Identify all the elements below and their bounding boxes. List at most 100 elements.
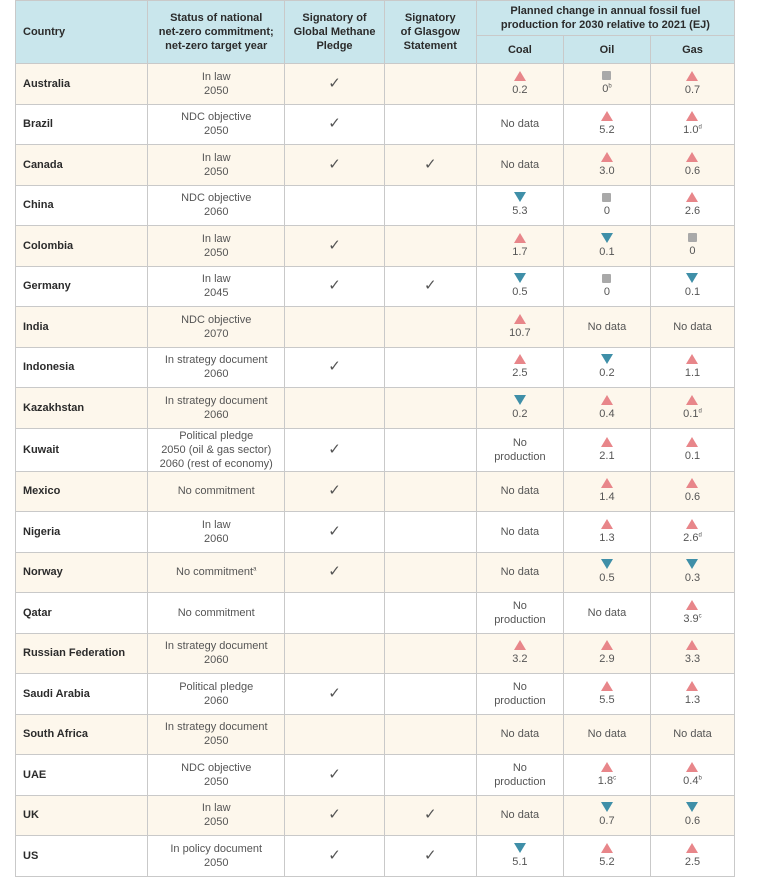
coal-cell: 2.5 — [475, 346, 564, 388]
methane-cell — [284, 713, 385, 755]
methane-cell — [284, 632, 385, 674]
netzero-line: 2060 — [203, 694, 229, 707]
value-text: 0 — [654, 244, 731, 258]
country-cell: Saudi Arabia — [14, 673, 149, 715]
netzero-line: In law — [201, 232, 231, 245]
status-text: No data — [500, 525, 540, 538]
increase-triangle-icon — [513, 232, 526, 243]
oil-cell: 0 — [562, 265, 651, 307]
increase-triangle-icon — [686, 680, 699, 691]
status-text: No data — [500, 118, 540, 131]
footnote-mark: b — [608, 83, 612, 90]
increase-triangle-icon — [513, 640, 526, 651]
value-text: 5.2 — [567, 855, 647, 869]
footnote-mark: b — [698, 775, 702, 782]
value-text: 1.8c — [567, 774, 647, 788]
gas-cell: 2.6d — [649, 511, 736, 553]
value-text: 3.3 — [654, 652, 731, 666]
table-row: Canada In law 2050 ✓ ✓ No data 3.0 0.6 — [14, 144, 736, 186]
gas-cell: 0 — [649, 225, 736, 267]
country-cell: Nigeria — [14, 511, 149, 553]
value-number: 2.5 — [684, 855, 701, 868]
netzero-line: 2060 — [203, 206, 229, 219]
coal-cell: 10.7 — [475, 306, 564, 348]
country-cell: Brazil — [14, 103, 149, 145]
coal-cell: No data — [475, 794, 564, 836]
methane-cell: ✓ — [284, 346, 385, 388]
no-change-square-icon — [602, 273, 612, 283]
glasgow-cell — [383, 184, 477, 226]
increase-triangle-icon — [600, 842, 613, 853]
methane-cell — [284, 184, 385, 226]
value-number: 0 — [603, 285, 610, 298]
gas-cell: 2.5 — [649, 835, 736, 877]
netzero-line: In strategy document — [164, 354, 268, 367]
status-text: No data — [500, 158, 540, 171]
table-row: Russian Federation In strategy document 20… — [14, 632, 736, 674]
value-number: 2.6 — [683, 531, 699, 544]
oil-cell: 0.2 — [562, 346, 651, 388]
value-number: 0.7 — [599, 815, 615, 828]
coal-cell: No data — [475, 103, 564, 145]
value-text: 1.0d — [654, 123, 731, 137]
netzero-line: In law — [201, 518, 231, 531]
table-row: China NDC objective 2060 5.3 0 2.6 — [14, 184, 736, 226]
gas-cell: 0.7 — [649, 63, 736, 105]
coal-cell: 3.2 — [475, 632, 564, 674]
glasgow-cell — [383, 551, 477, 593]
status-text: No data — [587, 728, 627, 741]
glasgow-cell — [383, 511, 477, 553]
value-number: 1.8 — [597, 774, 614, 787]
glasgow-cell — [383, 713, 477, 755]
oil-cell: 0b — [562, 63, 651, 105]
increase-triangle-icon — [686, 478, 699, 489]
value-number: 0.2 — [599, 367, 615, 380]
fossil-fuel-table: Country Status of national net-zero comm… — [14, 0, 736, 877]
netzero-cell: In law 2050 — [147, 144, 286, 186]
value-number: 0.1 — [684, 286, 701, 299]
value-text: 1.1 — [654, 366, 731, 380]
value-number: 0.6 — [684, 815, 701, 828]
methane-cell: ✓ — [284, 144, 385, 186]
value-text: 0b — [567, 82, 647, 96]
value-number: 10.7 — [509, 326, 531, 339]
increase-triangle-icon — [600, 640, 613, 651]
footnote-mark: a — [253, 566, 257, 573]
table-row: South Africa In strategy document 2050 No d… — [14, 713, 736, 755]
netzero-cell: In law 2045 — [147, 265, 286, 307]
value-text: 0 — [567, 204, 647, 218]
netzero-line: 2050 — [203, 246, 229, 259]
oil-cell: 0 — [562, 184, 651, 226]
header-glasgow-line: Statement — [403, 40, 457, 52]
glasgow-cell — [383, 427, 477, 472]
value-number: 1.1 — [684, 367, 701, 380]
footnote-mark: d — [698, 408, 702, 415]
netzero-line: 2050 — [203, 816, 229, 829]
increase-triangle-icon — [686, 394, 699, 405]
netzero-line: No commitment — [176, 566, 254, 579]
coal-cell: 0.2 — [475, 387, 564, 429]
value-text: 0.7 — [654, 83, 731, 97]
netzero-line: In policy document — [170, 842, 263, 855]
gas-cell: 1.3 — [649, 673, 736, 715]
value-number: 0 — [689, 245, 696, 258]
footnote-mark: d — [698, 124, 702, 131]
value-text: 2.6d — [654, 531, 731, 545]
value-number: 0.6 — [684, 491, 701, 504]
netzero-line: 2060 (rest of economy) — [159, 457, 273, 470]
value-text: 0.6 — [654, 164, 731, 178]
value-number: 0.4 — [683, 774, 699, 787]
increase-triangle-icon — [600, 680, 613, 691]
netzero-cell: NDC objective 2050 — [147, 103, 286, 145]
header-coal: Coal — [475, 35, 564, 64]
status-text: production — [494, 775, 546, 788]
header-netzero-line: net-zero target year — [165, 40, 268, 52]
glasgow-cell — [383, 306, 477, 348]
value-text: 0.2 — [567, 366, 647, 380]
country-cell: Mexico — [14, 470, 149, 512]
netzero-line: In strategy document — [164, 640, 268, 653]
methane-cell — [284, 306, 385, 348]
netzero-line-wrap: No commitmenta — [151, 565, 281, 579]
value-number: 3.3 — [684, 653, 701, 666]
increase-triangle-icon — [600, 151, 613, 162]
